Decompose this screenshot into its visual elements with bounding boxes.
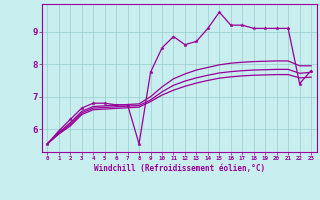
X-axis label: Windchill (Refroidissement éolien,°C): Windchill (Refroidissement éolien,°C) [94, 164, 265, 173]
